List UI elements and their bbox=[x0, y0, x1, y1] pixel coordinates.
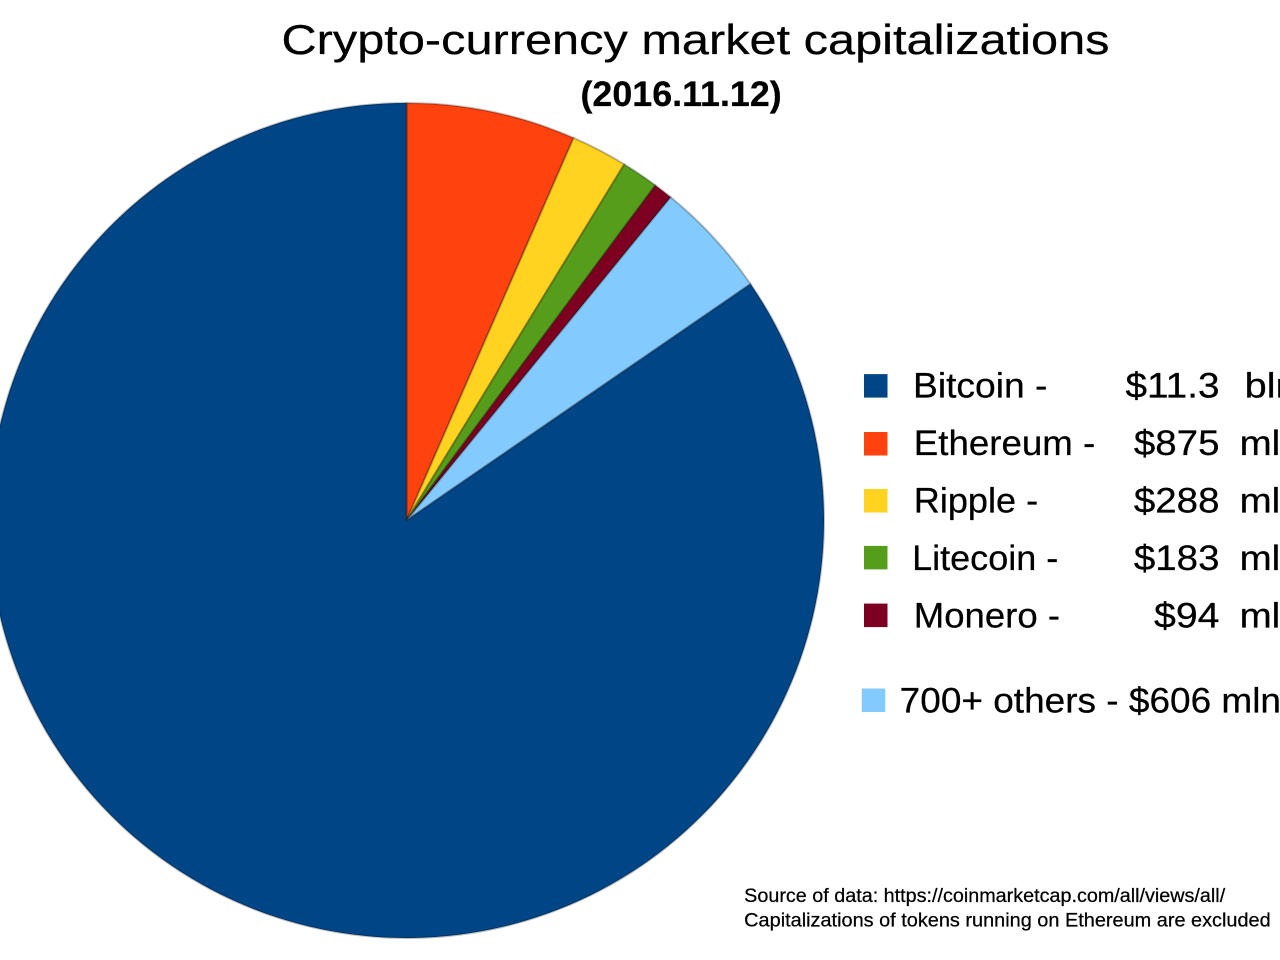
svg-text:$875: $875 bbox=[1134, 424, 1220, 463]
svg-text:Crypto-currency market capital: Crypto-currency market capitalizations bbox=[282, 16, 1110, 63]
svg-text:Bitcoin -: Bitcoin - bbox=[913, 367, 1047, 406]
svg-text:$183: $183 bbox=[1134, 539, 1220, 578]
svg-text:mln: mln bbox=[1240, 424, 1280, 463]
svg-text:$11.3: $11.3 bbox=[1126, 367, 1220, 406]
svg-text:mln: mln bbox=[1240, 539, 1280, 578]
svg-text:(2016.11.12): (2016.11.12) bbox=[581, 75, 782, 114]
svg-text:Capitalizations of tokens runn: Capitalizations of tokens running on Eth… bbox=[744, 909, 1270, 931]
svg-text:Monero -: Monero - bbox=[914, 596, 1060, 635]
svg-text:mln: mln bbox=[1240, 482, 1280, 521]
svg-text:Litecoin -: Litecoin - bbox=[912, 539, 1058, 578]
svg-text:700+ others - $606 mln: 700+ others - $606 mln bbox=[900, 681, 1280, 720]
svg-text:$288: $288 bbox=[1134, 482, 1220, 521]
svg-text:Ripple -: Ripple - bbox=[914, 482, 1038, 521]
svg-text:$94: $94 bbox=[1154, 596, 1220, 635]
svg-text:Source of data: https://coinma: Source of data: https://coinmarketcap.co… bbox=[744, 885, 1226, 907]
svg-text:bln: bln bbox=[1245, 367, 1280, 406]
svg-text:mln: mln bbox=[1240, 596, 1280, 635]
svg-text:Ethereum -: Ethereum - bbox=[914, 424, 1095, 463]
